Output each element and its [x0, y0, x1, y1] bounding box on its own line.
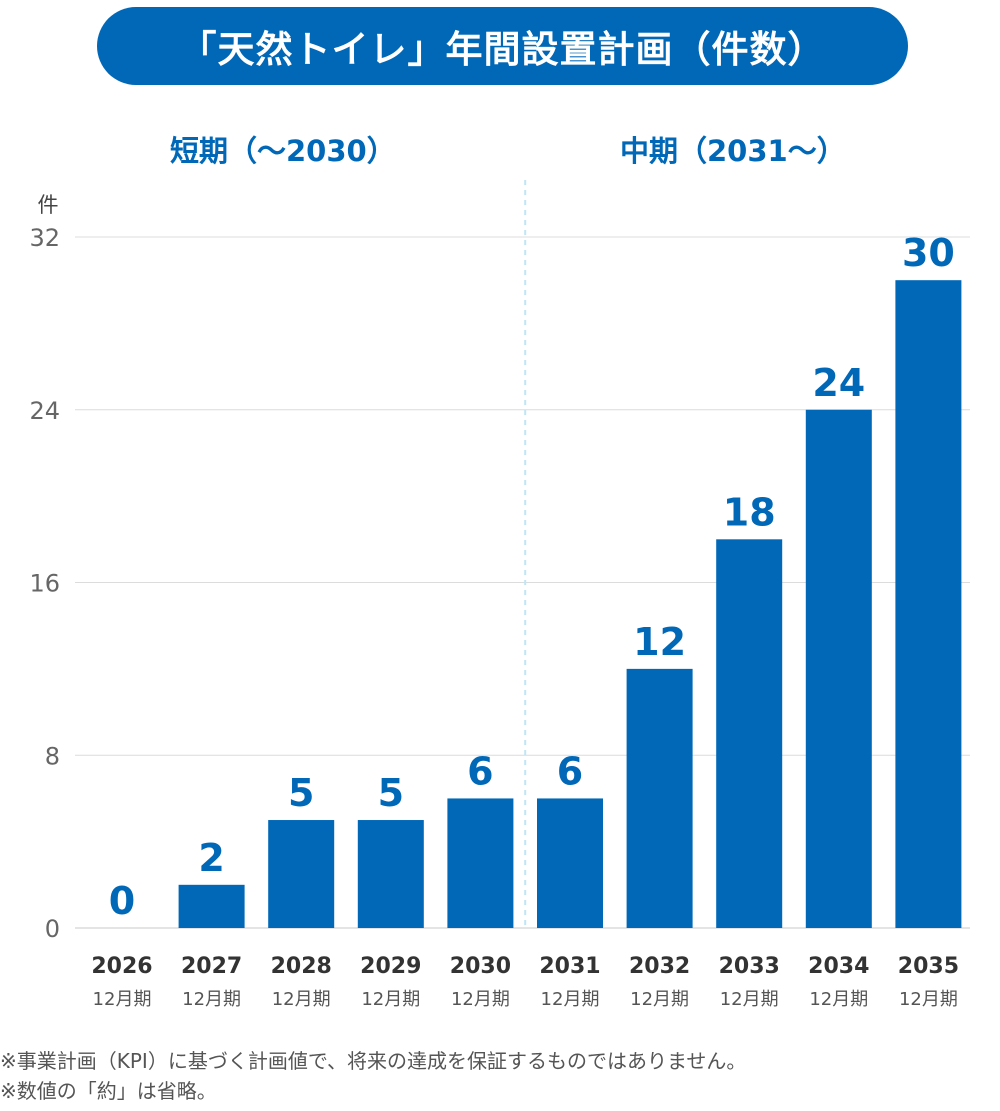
- x-tick-label-2029: 2029: [360, 954, 421, 979]
- x-tick-label-2026: 2026: [91, 954, 152, 979]
- bar-2030: [447, 798, 514, 928]
- bar-2032: [626, 668, 693, 928]
- x-tick-sublabel: 12月期: [272, 989, 331, 1010]
- x-tick-label-2028: 2028: [271, 954, 332, 979]
- data-label-2035: 30: [902, 231, 955, 275]
- y-tick-label: 0: [45, 915, 60, 943]
- x-tick-label-2033: 2033: [719, 954, 780, 979]
- y-tick-label: 24: [29, 397, 60, 425]
- x-tick-sublabel: 12月期: [809, 989, 868, 1010]
- period-label-short: 短期（〜2030）: [170, 134, 396, 168]
- y-tick-label: 16: [29, 570, 60, 598]
- bar-2028: [268, 820, 335, 928]
- chart-title: 「天然トイレ」年間設置計画（件数）: [179, 28, 826, 71]
- bar-chart: 0 8 16 24 32 件 0 2026 12月期 2 2027 12月期 5 2028 12月期 5 202…: [29, 180, 970, 1010]
- x-tick-sublabel: 12月期: [361, 989, 420, 1010]
- data-label-2033: 18: [723, 490, 776, 534]
- y-tick-label: 32: [29, 224, 60, 252]
- x-tick-label-2031: 2031: [539, 954, 600, 979]
- bar-2027: [178, 884, 245, 928]
- bar-2029: [357, 820, 424, 928]
- footnote-2: ※数値の「約」は省略。: [0, 1079, 217, 1103]
- y-axis-unit-label: 件: [38, 193, 59, 217]
- data-label-2026: 0: [109, 879, 135, 923]
- x-tick-sublabel: 12月期: [630, 989, 689, 1010]
- data-label-2034: 24: [812, 361, 865, 405]
- data-label-2030: 6: [467, 749, 493, 793]
- bar-2033: [716, 539, 783, 928]
- x-tick-sublabel: 12月期: [451, 989, 510, 1010]
- x-tick-label-2032: 2032: [629, 954, 690, 979]
- x-tick-sublabel: 12月期: [541, 989, 600, 1010]
- bar-2035: [895, 280, 962, 928]
- footnote-1: ※事業計画（KPI）に基づく計画値で、将来の達成を保証するものではありません。: [0, 1049, 747, 1073]
- data-label-2028: 5: [288, 771, 314, 815]
- data-label-2031: 6: [557, 749, 583, 793]
- y-tick-label: 8: [45, 742, 60, 770]
- bar-2031: [537, 798, 603, 928]
- x-tick-label-2035: 2035: [898, 954, 959, 979]
- period-label-mid: 中期（2031〜）: [620, 134, 846, 168]
- data-label-2032: 12: [633, 620, 686, 664]
- x-tick-label-2034: 2034: [808, 954, 869, 979]
- data-label-2027: 2: [198, 836, 224, 880]
- x-tick-label-2030: 2030: [450, 954, 511, 979]
- chart-title-banner: 「天然トイレ」年間設置計画（件数）: [97, 7, 908, 85]
- x-tick-label-2027: 2027: [181, 954, 242, 979]
- bar-2034: [805, 409, 872, 928]
- x-tick-sublabel: 12月期: [899, 989, 958, 1010]
- data-label-2029: 5: [378, 771, 404, 815]
- x-tick-sublabel: 12月期: [93, 989, 152, 1010]
- x-tick-sublabel: 12月期: [182, 989, 241, 1010]
- x-tick-sublabel: 12月期: [720, 989, 779, 1010]
